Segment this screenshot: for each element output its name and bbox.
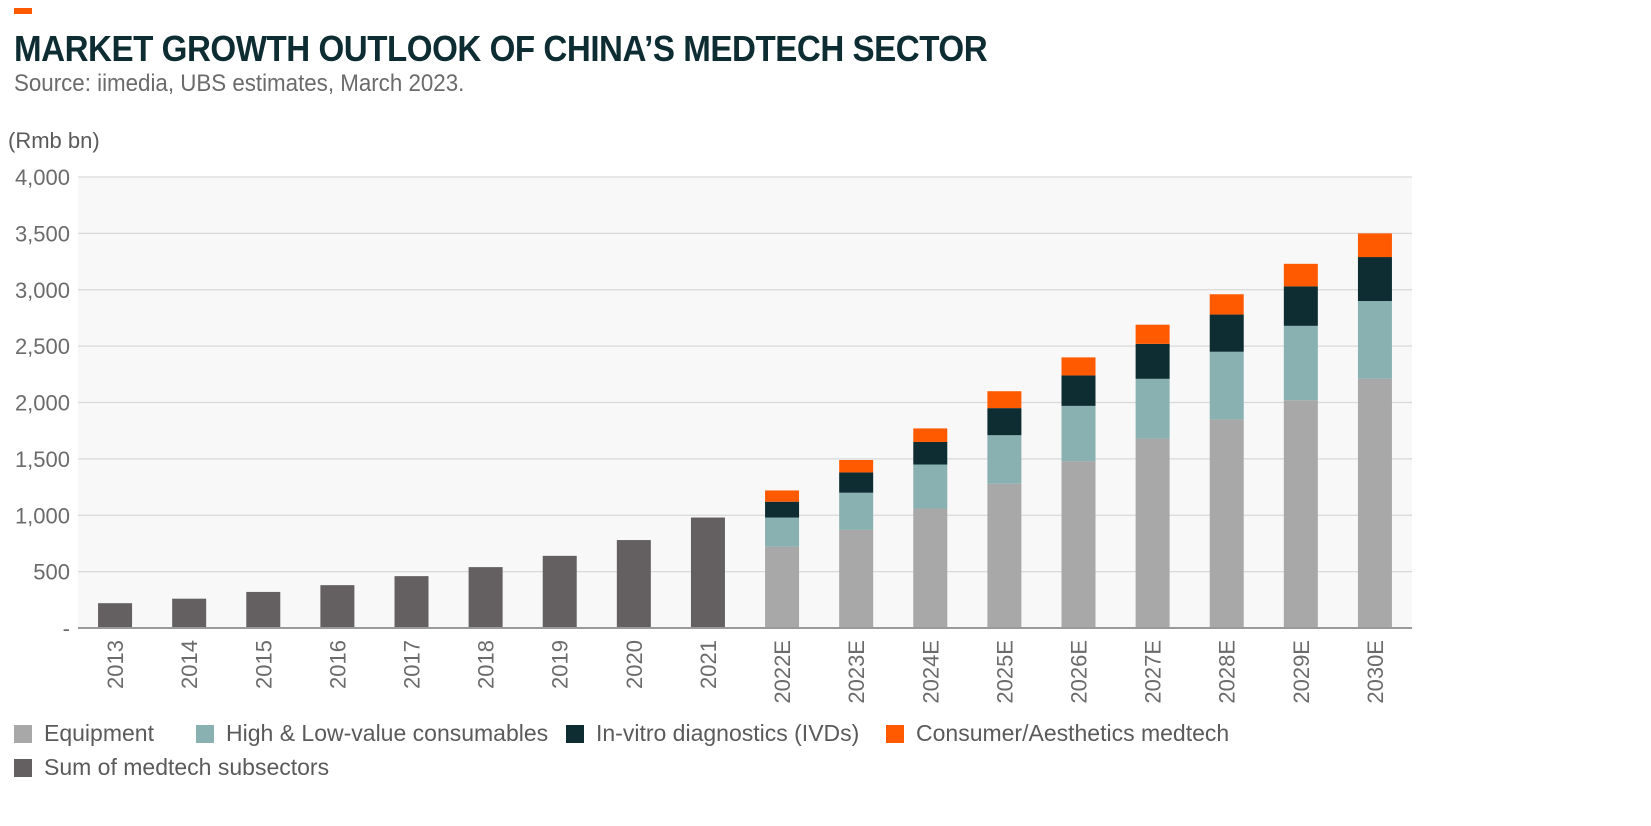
bar-segment-consumables [1209, 351, 1244, 420]
x-tick-label: 2020 [622, 640, 647, 689]
chart-title: MARKET GROWTH OUTLOOK OF CHINA’S MEDTECH… [14, 28, 988, 69]
bar-segment-ivd [765, 501, 800, 518]
bar-segment-ivd [1061, 375, 1096, 406]
x-tick-label: 2029E [1289, 640, 1314, 704]
legend-label-equipment: Equipment [44, 720, 154, 746]
legend-label-sum: Sum of medtech subsectors [44, 754, 330, 780]
y-tick-label: - [63, 616, 70, 641]
bar-segment-aesthetics [765, 490, 800, 502]
legend-swatch-equipment [14, 724, 32, 743]
bar-segment-sum [394, 576, 429, 628]
legend-label-ivd: In-vitro diagnostics (IVDs) [596, 720, 860, 746]
x-tick-label: 2017 [400, 640, 425, 689]
x-tick-label: 2014 [177, 640, 202, 689]
bar-segment-aesthetics [1357, 233, 1392, 258]
y-tick-label: 1,500 [15, 447, 70, 472]
bar-segment-consumables [1283, 325, 1318, 401]
x-tick-label: 2026E [1067, 640, 1092, 704]
x-tick-label: 2019 [548, 640, 573, 689]
bar-segment-sum [98, 603, 133, 628]
bar-segment-ivd [1283, 286, 1318, 326]
x-tick-label: 2024E [918, 640, 943, 704]
x-tick-label: 2023E [844, 640, 869, 704]
x-tick-label: 2013 [103, 640, 128, 689]
legend-swatch-consumables [196, 724, 214, 743]
x-tick-label: 2028E [1215, 640, 1240, 704]
x-tick-label: 2018 [474, 640, 499, 689]
y-tick-label: 1,000 [15, 503, 70, 528]
legend-swatch-sum [14, 758, 32, 777]
y-tick-label: 3,500 [15, 221, 70, 246]
bar-segment-sum [246, 591, 281, 628]
bar-segment-equipment [1135, 438, 1170, 628]
bar-segment-aesthetics [839, 460, 874, 473]
bar-segment-sum [690, 517, 725, 628]
x-tick-label: 2027E [1141, 640, 1166, 704]
bar-segment-sum [320, 585, 355, 628]
y-tick-label: 4,000 [15, 165, 70, 190]
legend-item-consumables: High & Low-value consumables [196, 720, 548, 747]
legend-item-ivd: In-vitro diagnostics (IVDs) [566, 720, 859, 747]
x-tick-label: 2021 [696, 640, 721, 689]
bar-segment-ivd [839, 472, 874, 493]
bar-segment-consumables [1357, 301, 1392, 379]
bar-segment-aesthetics [1135, 324, 1170, 344]
y-tick-label: 500 [33, 560, 70, 585]
bar-segment-equipment [765, 546, 800, 628]
legend-item-sum: Sum of medtech subsectors [14, 754, 329, 781]
chart-source: Source: iimedia, UBS estimates, March 20… [14, 70, 465, 97]
y-tick-label: 2,000 [15, 391, 70, 416]
y-tick-label: 2,500 [15, 334, 70, 359]
bar-segment-ivd [1209, 314, 1244, 352]
y-axis-unit-label: (Rmb bn) [8, 128, 100, 153]
bar-segment-ivd [913, 441, 948, 465]
x-tick-label: 2016 [325, 640, 350, 689]
legend-label-consumables: High & Low-value consumables [226, 720, 549, 746]
x-tick-label: 2015 [251, 640, 276, 689]
bar-segment-equipment [913, 508, 948, 628]
bar-segment-equipment [1357, 378, 1392, 628]
legend-swatch-ivd [566, 724, 584, 743]
legend-label-aesthetics: Consumer/Aesthetics medtech [916, 720, 1230, 746]
bar-segment-aesthetics [987, 391, 1022, 409]
x-tick-label: 2022E [770, 640, 795, 704]
x-tick-label: 2030E [1363, 640, 1388, 704]
bar-segment-aesthetics [1283, 263, 1318, 287]
bar-segment-sum [616, 540, 651, 628]
y-tick-label: 3,000 [15, 278, 70, 303]
bar-segment-equipment [987, 483, 1022, 628]
bar-segment-sum [542, 555, 577, 628]
accent-bar [14, 8, 32, 14]
legend-swatch-aesthetics [886, 724, 904, 743]
bar-segment-equipment [1061, 461, 1096, 628]
legend-item-equipment: Equipment [14, 720, 154, 747]
legend-item-aesthetics: Consumer/Aesthetics medtech [886, 720, 1229, 747]
bar-segment-aesthetics [1061, 357, 1096, 376]
bar-segment-equipment [1209, 419, 1244, 628]
bar-segment-consumables [1135, 378, 1170, 439]
bar-segment-aesthetics [913, 428, 948, 442]
bar-segment-equipment [1283, 400, 1318, 628]
bar-segment-ivd [987, 408, 1022, 436]
bar-segment-consumables [1061, 405, 1096, 462]
bar-segment-consumables [839, 492, 874, 530]
bar-segment-equipment [839, 529, 874, 628]
bar-segment-sum [172, 598, 207, 628]
bar-segment-sum [468, 567, 503, 628]
bar-segment-aesthetics [1209, 294, 1244, 315]
bar-segment-ivd [1135, 343, 1170, 379]
bar-segment-consumables [913, 464, 948, 509]
bar-segment-consumables [987, 435, 1022, 484]
bar-segment-consumables [765, 517, 800, 547]
bar-segment-ivd [1357, 257, 1392, 302]
x-tick-label: 2025E [992, 640, 1017, 704]
